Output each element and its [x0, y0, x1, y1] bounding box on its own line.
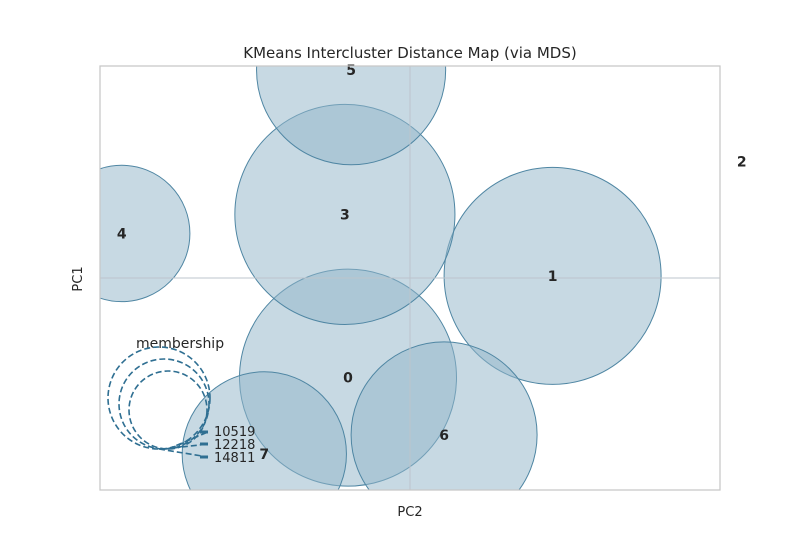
cluster-label-4: 4: [117, 226, 127, 242]
legend-label-12218: 12218: [214, 438, 255, 453]
cluster-label-1: 1: [548, 269, 558, 285]
legend-circle-14811: [107, 346, 211, 450]
plot-frame: [99, 65, 721, 491]
cluster-label-2: 2: [737, 154, 747, 170]
origin-lines: [100, 66, 720, 490]
legend-marker-14811: [200, 455, 208, 459]
cluster-circle-6: [350, 341, 538, 490]
cluster-circle-1: [443, 166, 662, 385]
legend-marker-12218: [200, 442, 208, 446]
y-axis-label: PC1: [71, 266, 86, 291]
cluster-circles: [100, 66, 662, 490]
cluster-label-7: 7: [259, 447, 269, 463]
cluster-label-6: 6: [439, 428, 449, 444]
legend-leader-14811: [158, 448, 209, 458]
legend-label-14811: 14811: [214, 451, 255, 466]
cluster-labels: 0 1 2 3 4 5 6 7: [117, 63, 747, 463]
cluster-circle-7: [181, 371, 347, 490]
cluster-label-5: 5: [346, 63, 356, 79]
legend-marker-10519: [200, 430, 208, 434]
legend-label-10519: 10519: [214, 425, 255, 440]
legend-title: membership: [136, 336, 224, 352]
chart-title: KMeans Intercluster Distance Map (via MD…: [243, 44, 576, 62]
cluster-label-3: 3: [340, 207, 350, 223]
legend-circle-10519: [128, 370, 208, 450]
cluster-circle-5: [256, 66, 447, 166]
cluster-circle-4: [100, 164, 191, 303]
legend-circle-12218: [118, 358, 210, 450]
x-axis-label: PC2: [397, 505, 422, 520]
cluster-label-0: 0: [343, 371, 353, 387]
